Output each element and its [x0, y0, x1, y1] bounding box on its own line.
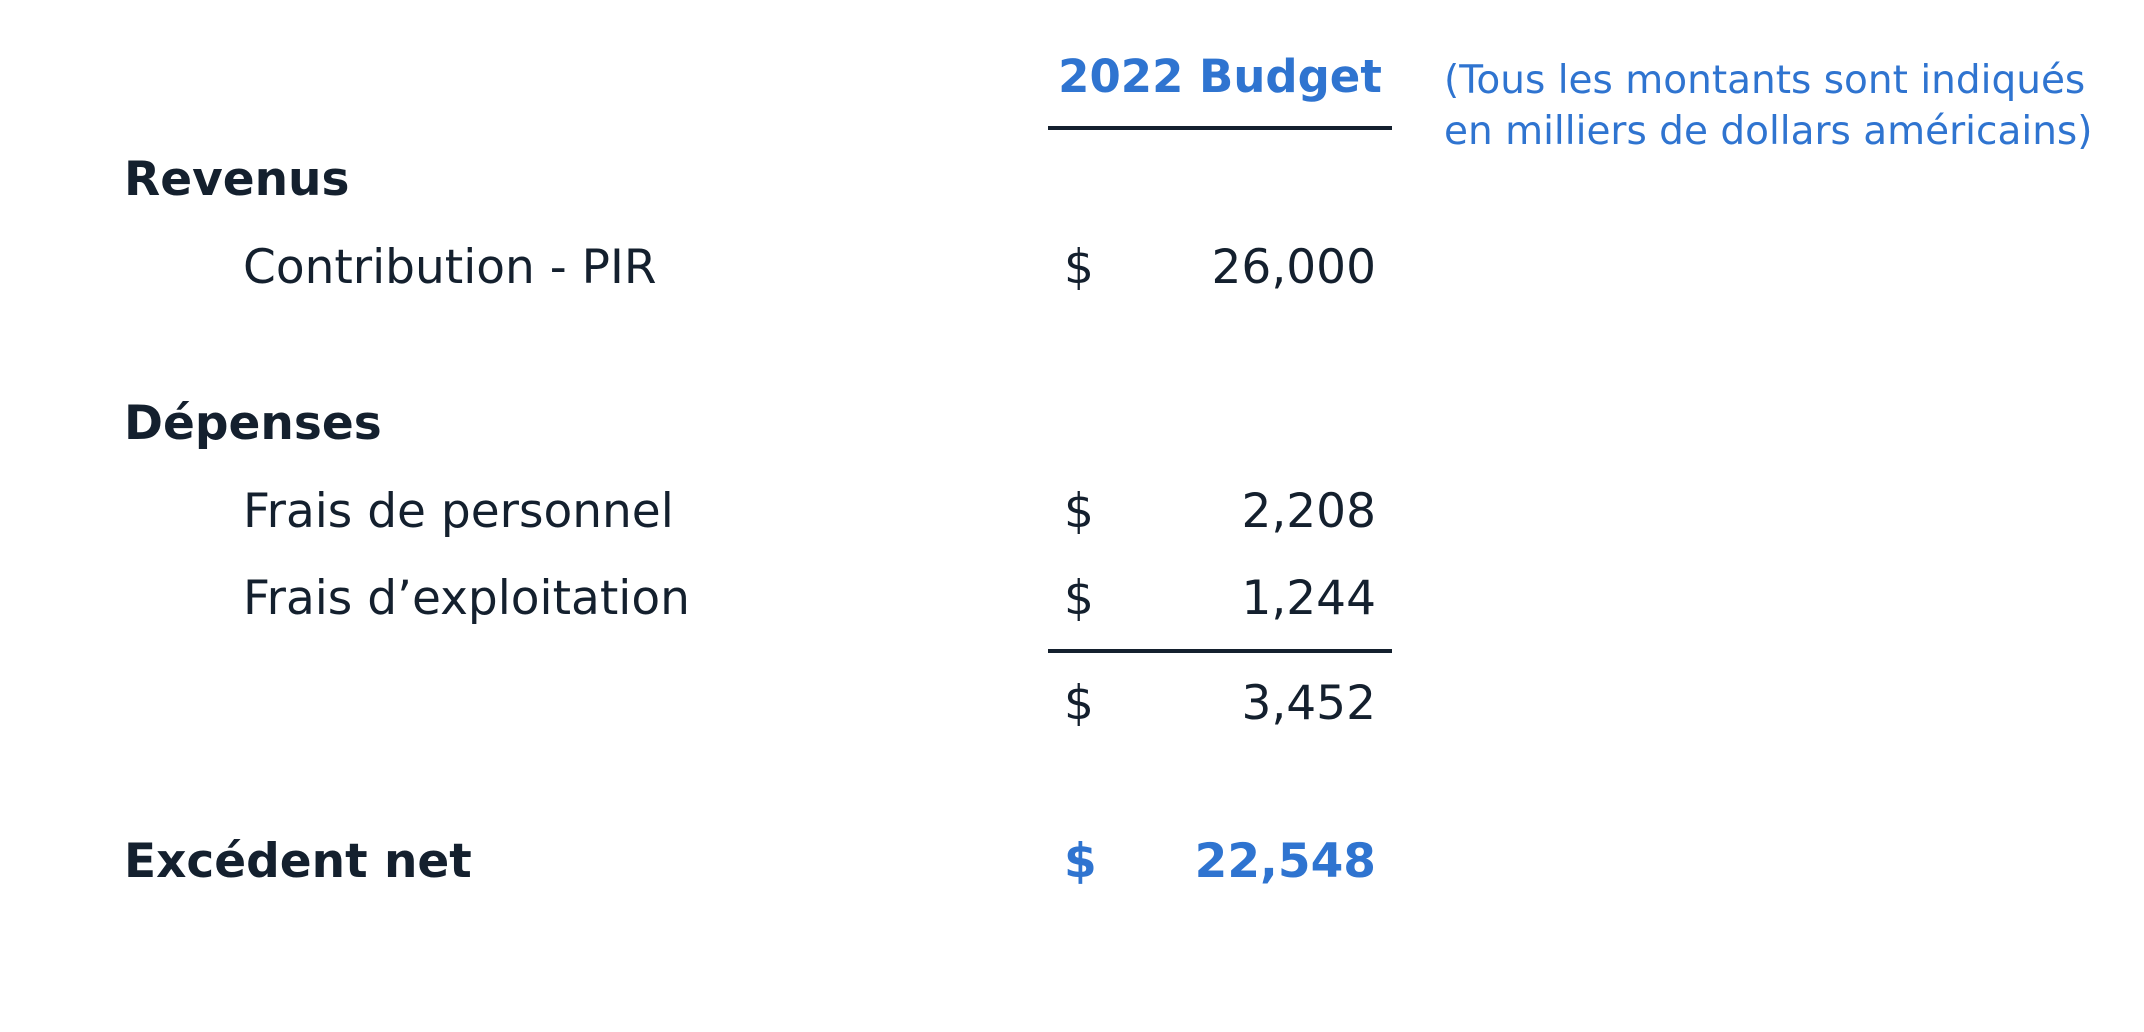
- currency-note-line-2: en milliers de dollars américains): [1444, 109, 2093, 154]
- currency-symbol: $: [1064, 676, 1094, 731]
- header-underline: [1048, 126, 1392, 130]
- amount-frais-d-exploitation: 1,244: [1241, 571, 1376, 626]
- currency-symbol: $: [1064, 484, 1094, 539]
- currency-note: (Tous les montants sont indiqués en mill…: [1444, 55, 2092, 157]
- currency-note-line-1: (Tous les montants sont indiqués: [1444, 58, 2086, 103]
- amount-contribution-pir: 26,000: [1211, 240, 1376, 295]
- currency-symbol: $: [1064, 571, 1094, 626]
- column-header-2022-budget: 2022 Budget: [1058, 50, 1382, 103]
- line-item-label-frais-d-exploitation: Frais d’exploitation: [243, 571, 690, 626]
- amount-excedent-net: 22,548: [1194, 834, 1376, 889]
- line-item-label-frais-de-personnel: Frais de personnel: [243, 484, 674, 539]
- section-title-revenus: Revenus: [124, 152, 350, 207]
- section-title-depenses: Dépenses: [124, 396, 382, 451]
- subtotal-rule: [1048, 649, 1392, 653]
- amount-total-depenses: 3,452: [1241, 676, 1376, 731]
- currency-symbol-net: $: [1064, 834, 1097, 889]
- line-item-label-contribution-pir: Contribution - PIR: [243, 240, 657, 295]
- section-title-excedent-net: Excédent net: [124, 834, 472, 889]
- amount-frais-de-personnel: 2,208: [1241, 484, 1376, 539]
- currency-symbol: $: [1064, 240, 1094, 295]
